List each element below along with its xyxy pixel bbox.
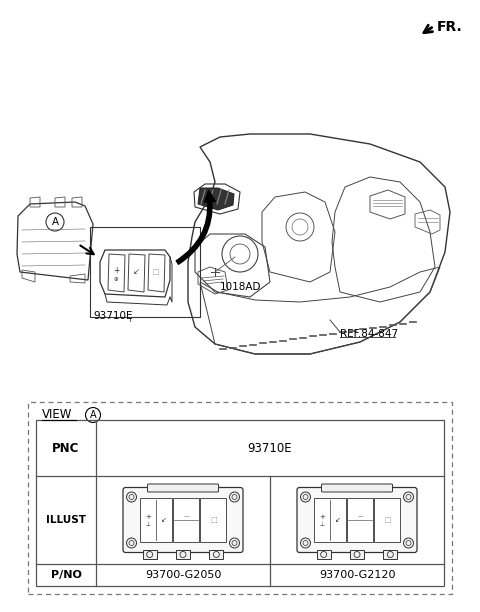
Bar: [350, 550, 364, 559]
Circle shape: [404, 492, 413, 502]
Circle shape: [127, 538, 136, 548]
Text: +: +: [145, 514, 151, 520]
Text: 1018AD: 1018AD: [220, 282, 262, 292]
Text: ⊥: ⊥: [145, 521, 150, 526]
Bar: [176, 550, 190, 559]
Circle shape: [46, 213, 64, 231]
Text: A: A: [90, 410, 96, 420]
Text: ⊕: ⊕: [114, 277, 118, 282]
Text: A: A: [51, 217, 59, 227]
Text: ↙: ↙: [132, 267, 140, 277]
Text: 93700-G2050: 93700-G2050: [145, 570, 221, 580]
Bar: [317, 550, 331, 559]
Text: ⬚: ⬚: [384, 517, 391, 523]
Bar: [140, 498, 171, 542]
Text: ↙: ↙: [161, 517, 167, 523]
Text: —: —: [184, 515, 189, 520]
Text: REF.84-847: REF.84-847: [340, 329, 398, 339]
Bar: [173, 498, 199, 542]
Bar: [36, 420, 444, 586]
Text: +: +: [319, 514, 324, 520]
Bar: [374, 498, 399, 542]
Bar: [313, 498, 346, 542]
Text: 93710E: 93710E: [93, 311, 132, 321]
Circle shape: [229, 538, 240, 548]
Bar: [347, 498, 373, 542]
Circle shape: [404, 538, 413, 548]
FancyBboxPatch shape: [322, 484, 393, 492]
Text: 93700-G2120: 93700-G2120: [319, 570, 395, 580]
Bar: [143, 550, 156, 559]
Text: FR.: FR.: [437, 20, 463, 34]
Circle shape: [85, 408, 100, 422]
Circle shape: [300, 492, 311, 502]
Text: PNC: PNC: [52, 441, 80, 455]
Text: +: +: [113, 266, 119, 275]
Text: ILLUST: ILLUST: [46, 515, 86, 525]
FancyBboxPatch shape: [297, 488, 417, 553]
Text: ⊥: ⊥: [319, 521, 324, 526]
Circle shape: [127, 492, 136, 502]
Circle shape: [300, 538, 311, 548]
Text: P/NO: P/NO: [50, 570, 82, 580]
Circle shape: [229, 492, 240, 502]
Text: 93710E: 93710E: [248, 441, 292, 455]
FancyBboxPatch shape: [147, 484, 218, 492]
FancyBboxPatch shape: [123, 488, 243, 553]
Text: —: —: [358, 515, 363, 520]
Bar: [209, 550, 223, 559]
Text: ⬚: ⬚: [153, 269, 159, 275]
Polygon shape: [198, 188, 234, 210]
Text: ↙: ↙: [336, 517, 341, 523]
Bar: [28, 402, 452, 594]
Bar: [201, 498, 226, 542]
Text: ⬚: ⬚: [210, 517, 217, 523]
Text: VIEW: VIEW: [42, 408, 72, 422]
Bar: [384, 550, 397, 559]
FancyArrowPatch shape: [176, 191, 216, 264]
